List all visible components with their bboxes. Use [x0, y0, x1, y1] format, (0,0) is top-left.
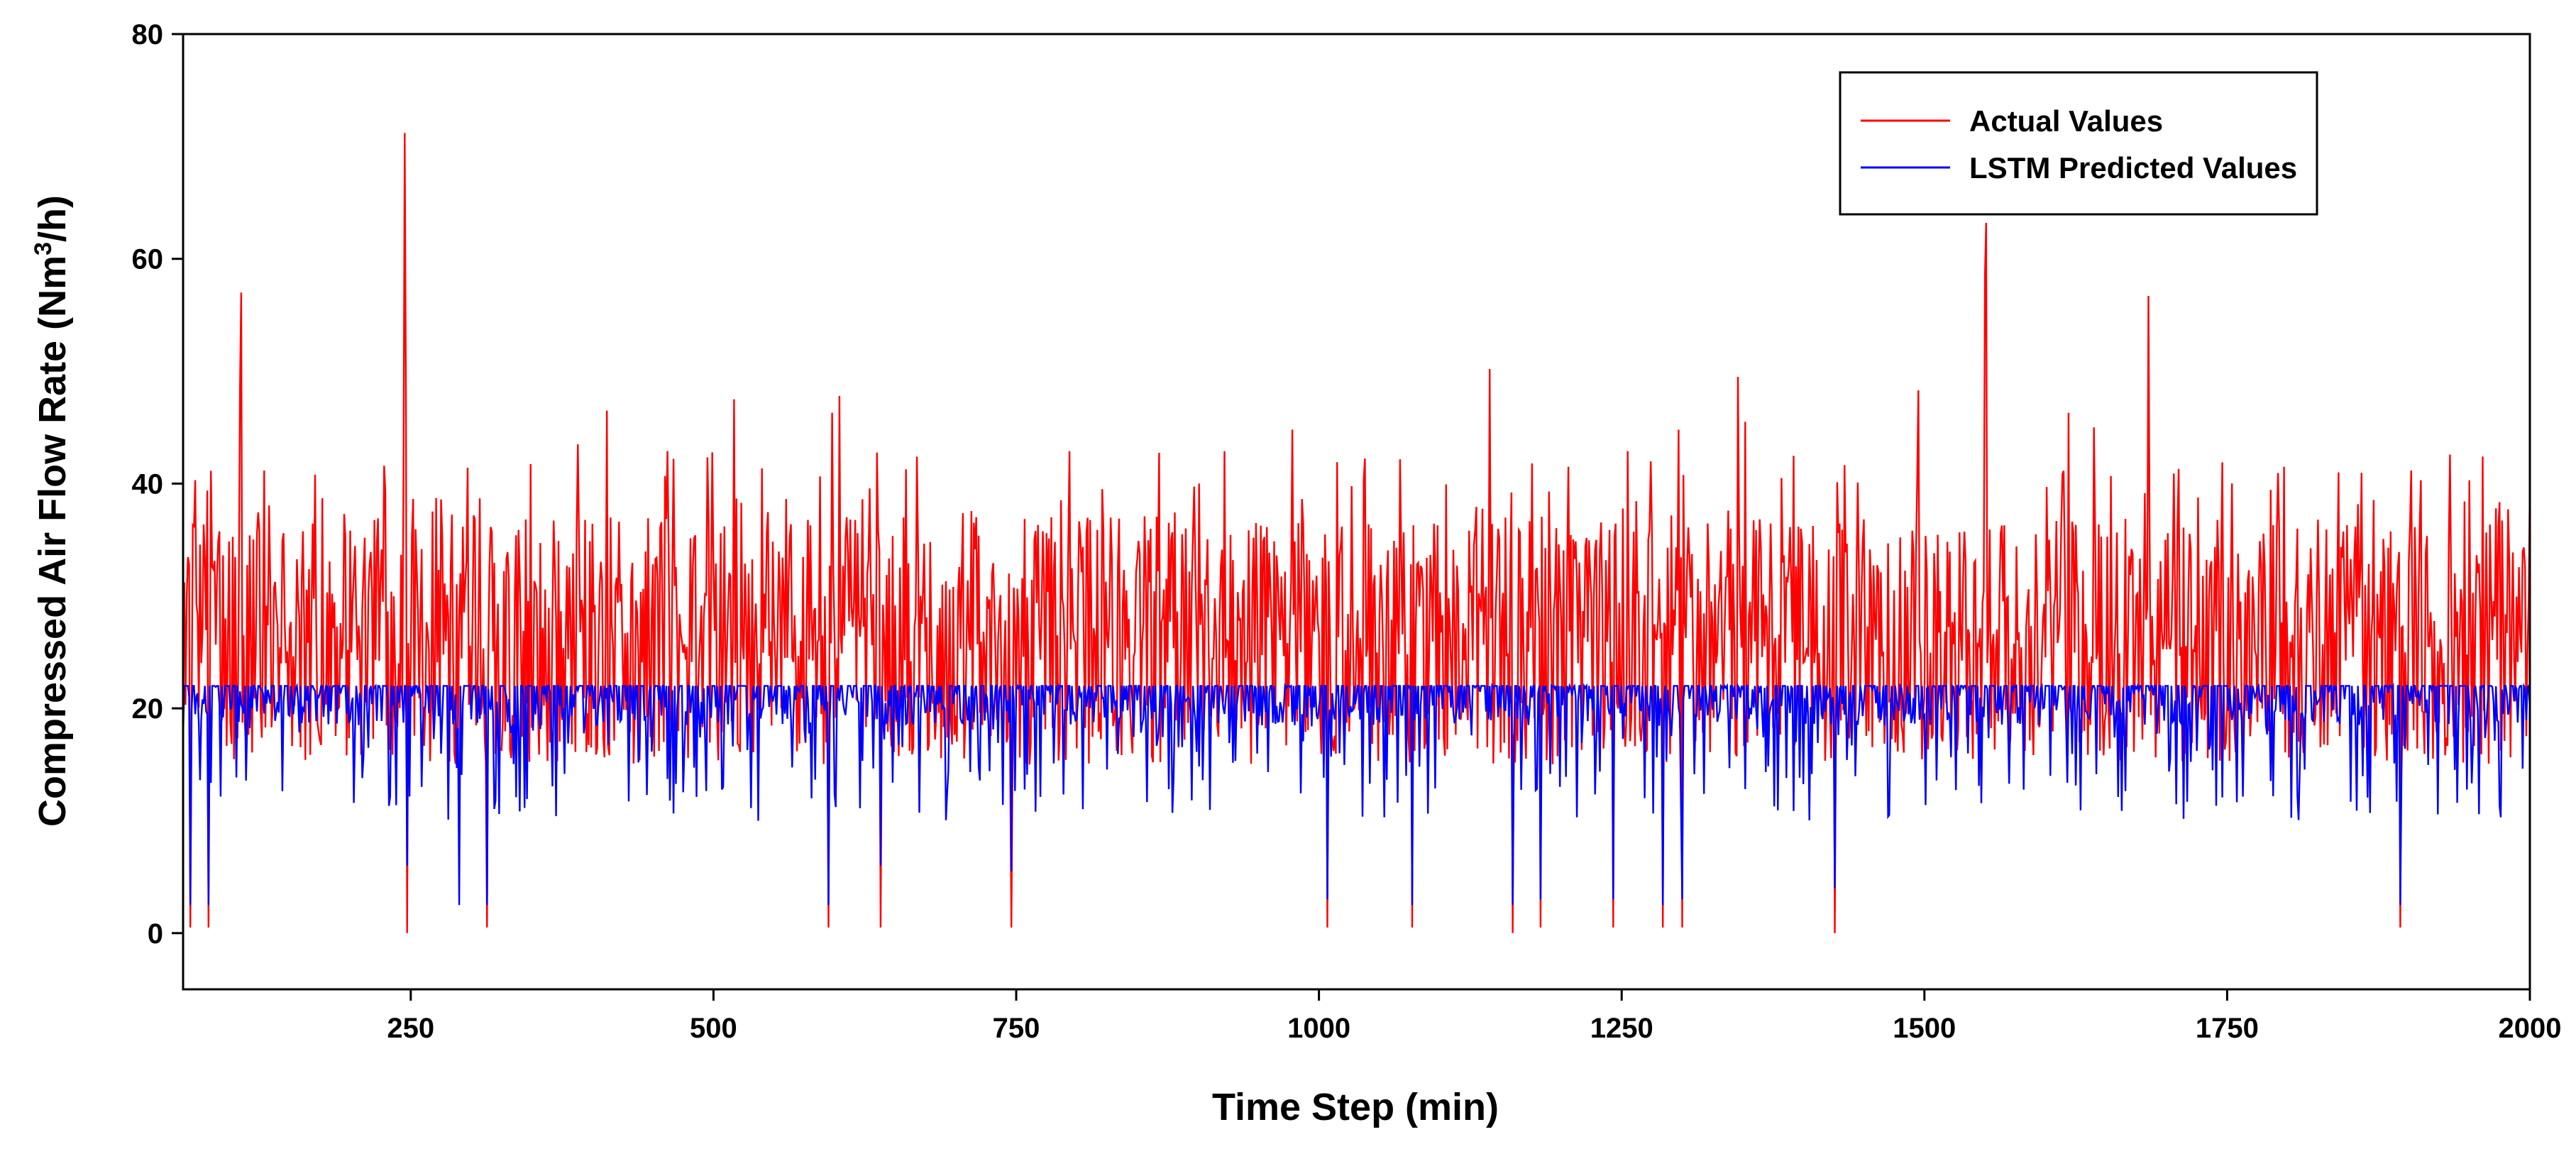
y-axis: 0 20 40 60 80: [132, 19, 183, 950]
y-axis-title: Compressed Air Flow Rate (Nm3/h): [30, 195, 74, 827]
x-tick-label: 500: [690, 1013, 737, 1044]
x-axis: 250 500 750 1000 1250 1500 1750 2000: [387, 989, 2561, 1044]
x-tick-label: 750: [993, 1013, 1040, 1044]
plot-area-frame: [182, 33, 2531, 991]
y-tick-label: 0: [148, 918, 163, 950]
actual-values-series: [182, 133, 2531, 933]
legend-label-lstm: LSTM Predicted Values: [1969, 151, 2297, 185]
y-tick-label: 60: [132, 244, 164, 275]
x-tick-label: 1000: [1287, 1013, 1350, 1044]
actual-values-line: [182, 133, 2531, 933]
lstm-predicted-line: [182, 682, 2531, 906]
x-tick-label: 1500: [1893, 1013, 1956, 1044]
y-axis-title-main: Compressed Air Flow Rate (Nm: [31, 255, 74, 827]
x-tick-label: 2000: [2499, 1013, 2562, 1044]
y-tick-label: 80: [132, 19, 164, 50]
x-axis-title: Time Step (min): [1212, 1086, 1499, 1128]
y-axis-title-superscript: 3: [30, 242, 57, 255]
x-tick-label: 250: [387, 1013, 434, 1044]
x-tick-label: 1250: [1590, 1013, 1653, 1044]
legend: Actual Values LSTM Predicted Values: [1839, 71, 2318, 216]
legend-label-actual: Actual Values: [1969, 104, 2163, 138]
y-tick-label: 20: [132, 693, 164, 725]
x-tick-label: 1750: [2196, 1013, 2259, 1044]
y-axis-title-tail: /h): [31, 195, 74, 242]
legend-box: [1839, 71, 2318, 216]
lstm-predicted-series: [182, 682, 2531, 906]
y-tick-label: 40: [132, 468, 164, 500]
